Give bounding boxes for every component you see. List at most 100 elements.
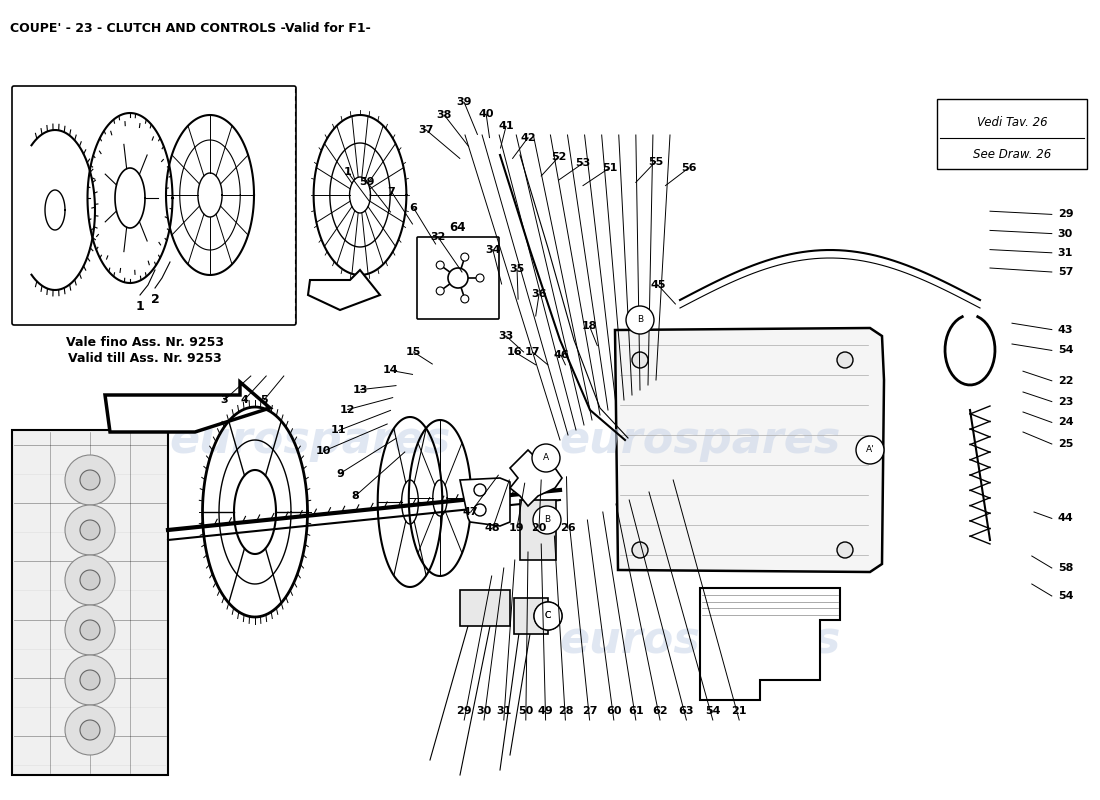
Text: 62: 62: [652, 706, 668, 716]
Text: 54: 54: [1058, 346, 1074, 355]
Polygon shape: [12, 430, 168, 775]
Circle shape: [474, 484, 486, 496]
Text: 30: 30: [476, 706, 492, 716]
Circle shape: [534, 602, 562, 630]
Text: 29: 29: [456, 706, 472, 716]
Text: eurospares: eurospares: [169, 418, 451, 462]
Text: 44: 44: [1058, 514, 1074, 523]
Text: See Draw. 26: See Draw. 26: [972, 147, 1052, 161]
Text: Vale fino Ass. Nr. 9253: Vale fino Ass. Nr. 9253: [66, 336, 224, 349]
Text: 4: 4: [240, 395, 249, 405]
Text: 59: 59: [360, 178, 375, 187]
Text: 33: 33: [498, 331, 514, 341]
Circle shape: [65, 605, 116, 655]
Text: 49: 49: [538, 706, 553, 716]
Text: 58: 58: [1058, 563, 1074, 573]
Polygon shape: [520, 500, 556, 560]
Circle shape: [837, 352, 852, 368]
Text: 32: 32: [430, 232, 446, 242]
Circle shape: [65, 555, 116, 605]
Text: 63: 63: [679, 706, 694, 716]
Text: 35: 35: [509, 264, 525, 274]
Text: Vedi Tav. 26: Vedi Tav. 26: [977, 115, 1047, 129]
Circle shape: [476, 274, 484, 282]
Text: 1: 1: [135, 300, 144, 313]
Text: 30: 30: [1058, 229, 1072, 238]
Circle shape: [534, 602, 562, 630]
Text: 20: 20: [531, 523, 547, 533]
Text: C: C: [544, 611, 551, 621]
Text: 54: 54: [1058, 591, 1074, 601]
Text: 39: 39: [456, 98, 472, 107]
Text: 57: 57: [1058, 267, 1074, 277]
Text: 54: 54: [705, 706, 720, 716]
Text: 11: 11: [331, 426, 346, 435]
Text: 8: 8: [351, 491, 360, 501]
Polygon shape: [460, 590, 510, 626]
Text: 2: 2: [151, 293, 160, 306]
Text: 34: 34: [485, 245, 501, 254]
Circle shape: [532, 444, 560, 472]
Text: 7: 7: [387, 187, 396, 197]
Circle shape: [632, 352, 648, 368]
Text: 17: 17: [525, 347, 540, 357]
Text: 9: 9: [336, 469, 344, 478]
Text: COUPE' - 23 - CLUTCH AND CONTROLS -Valid for F1-: COUPE' - 23 - CLUTCH AND CONTROLS -Valid…: [10, 22, 371, 34]
Text: 56: 56: [681, 163, 696, 173]
Text: 18: 18: [582, 322, 597, 331]
Circle shape: [632, 542, 648, 558]
Circle shape: [65, 455, 116, 505]
Text: 26: 26: [560, 523, 575, 533]
Text: eurospares: eurospares: [559, 418, 840, 462]
Text: 37: 37: [418, 125, 433, 134]
Circle shape: [474, 504, 486, 516]
Text: 28: 28: [558, 706, 573, 716]
Text: 42: 42: [520, 133, 536, 142]
Circle shape: [461, 295, 469, 303]
Text: 1: 1: [343, 167, 352, 177]
Text: 61: 61: [628, 706, 643, 716]
Text: 43: 43: [1058, 325, 1074, 334]
Text: 3: 3: [221, 395, 228, 405]
Polygon shape: [308, 270, 380, 310]
Text: 19: 19: [509, 523, 525, 533]
Text: 38: 38: [437, 110, 452, 120]
Text: C: C: [544, 611, 551, 621]
Text: 16: 16: [507, 347, 522, 357]
Text: 21: 21: [732, 706, 747, 716]
Text: 51: 51: [602, 163, 617, 173]
Polygon shape: [104, 382, 270, 432]
Text: 60: 60: [606, 706, 621, 716]
Text: 53: 53: [575, 158, 591, 168]
Text: 29: 29: [1058, 210, 1074, 219]
Text: 24: 24: [1058, 418, 1074, 427]
Polygon shape: [510, 450, 562, 506]
Text: Valid till Ass. Nr. 9253: Valid till Ass. Nr. 9253: [68, 352, 222, 365]
Text: A': A': [866, 446, 874, 454]
Circle shape: [461, 253, 469, 261]
Text: 25: 25: [1058, 439, 1074, 449]
Polygon shape: [700, 588, 840, 700]
Circle shape: [65, 655, 116, 705]
Text: 46: 46: [553, 350, 569, 360]
Circle shape: [80, 720, 100, 740]
Circle shape: [626, 306, 654, 334]
Circle shape: [448, 268, 468, 288]
Text: 40: 40: [478, 110, 494, 119]
Circle shape: [437, 261, 444, 269]
Text: 45: 45: [650, 280, 666, 290]
Text: 50: 50: [518, 706, 534, 716]
Circle shape: [80, 470, 100, 490]
Circle shape: [437, 287, 444, 295]
Text: 64: 64: [450, 221, 466, 234]
Circle shape: [80, 520, 100, 540]
Text: 22: 22: [1058, 376, 1074, 386]
Text: 55: 55: [648, 157, 663, 166]
FancyBboxPatch shape: [12, 86, 296, 325]
Text: 52: 52: [551, 152, 566, 162]
Text: B: B: [543, 515, 550, 525]
Circle shape: [65, 505, 116, 555]
Text: A: A: [543, 454, 549, 462]
Circle shape: [837, 542, 852, 558]
Polygon shape: [460, 478, 510, 526]
